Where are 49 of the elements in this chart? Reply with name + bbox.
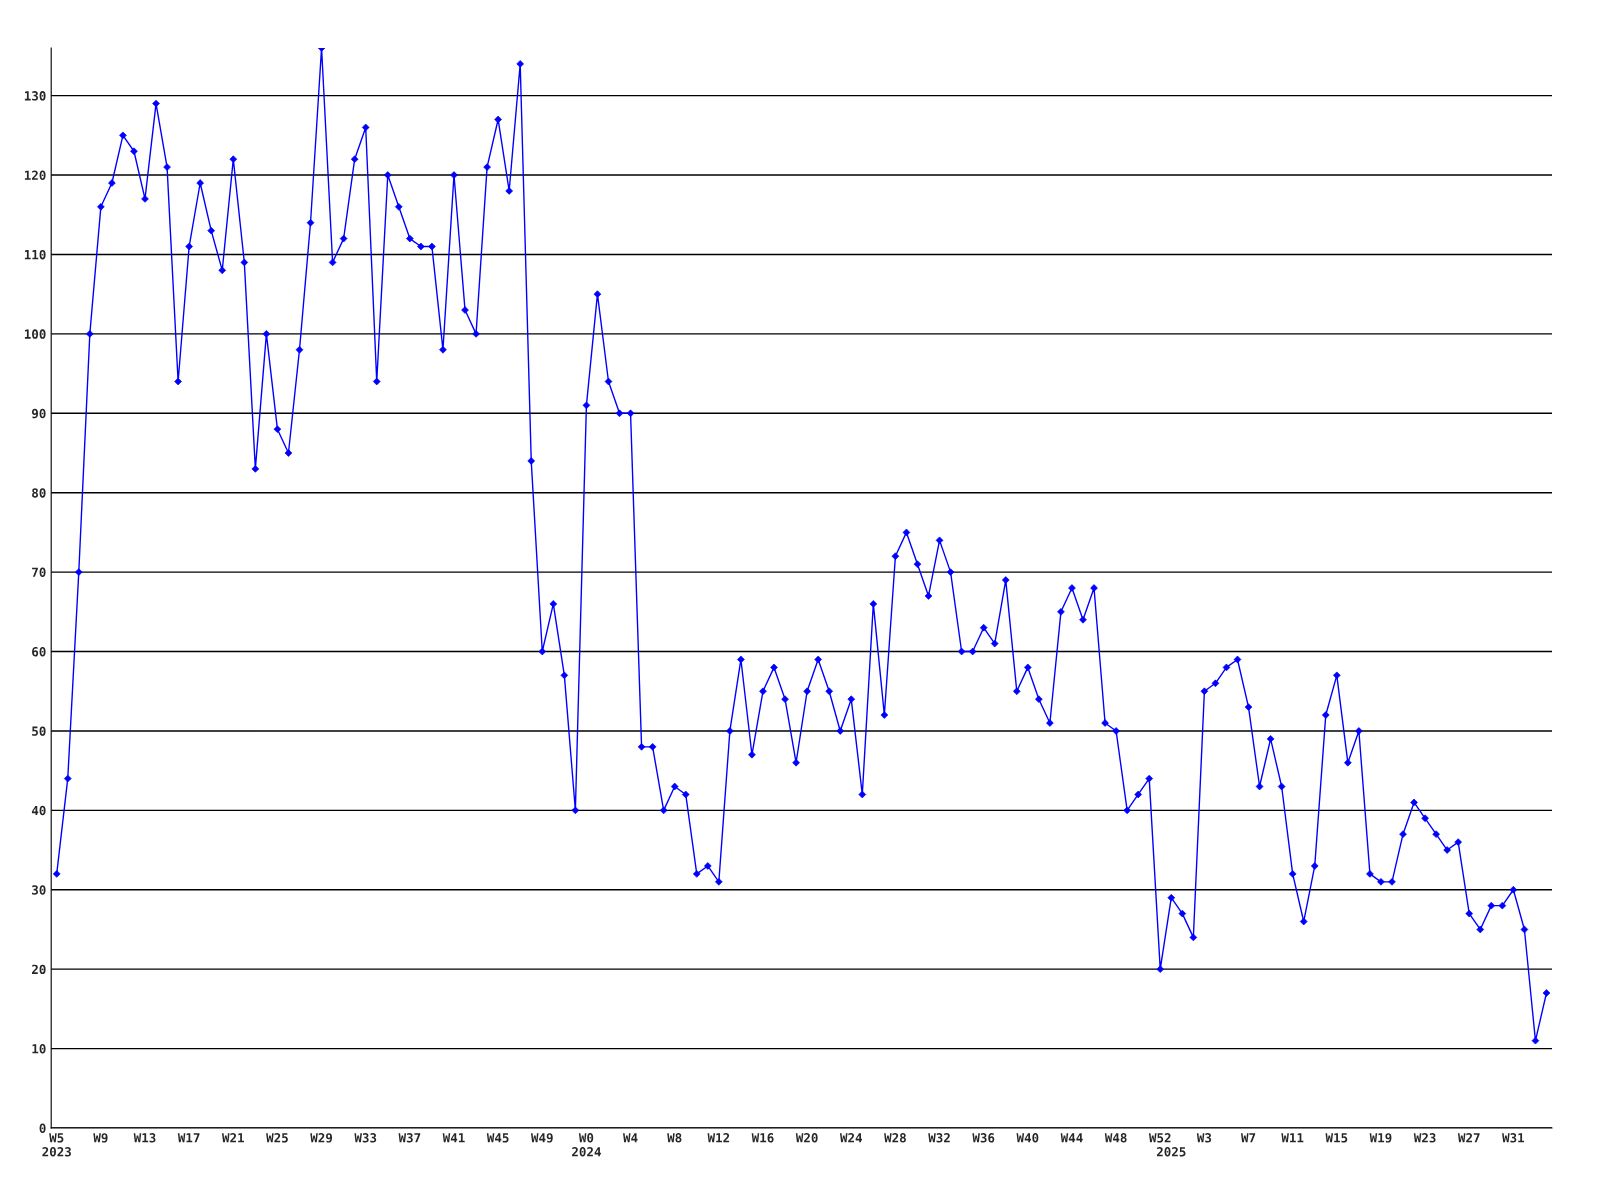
x-tick-label: W3 (1196, 1133, 1212, 1143)
x-tick-label: W33 (354, 1133, 377, 1143)
y-tick-label: 130 (24, 91, 46, 101)
y-tick-label: 90 (31, 408, 46, 419)
x-tick-label: W41 (442, 1133, 465, 1143)
x-tick-label: W49 (530, 1133, 553, 1143)
x-tick-label: W13 (133, 1133, 156, 1143)
x-tick-label: W29 (310, 1133, 333, 1143)
x-tick-label: W0 2024 (572, 1133, 601, 1157)
y-tick-label: 0 (39, 1123, 46, 1133)
x-tick-label: W27 (1457, 1133, 1480, 1143)
x-tick-label: W11 (1281, 1133, 1304, 1143)
y-tick-label: 50 (32, 726, 46, 736)
y-tick-label: 80 (32, 488, 46, 498)
x-tick-label: W44 (1060, 1133, 1083, 1143)
x-tick-label: W36 (972, 1133, 995, 1143)
x-tick-label: W40 (1016, 1133, 1039, 1143)
x-tick-label: W17 (177, 1133, 200, 1143)
x-tick-label: W15 (1325, 1133, 1348, 1143)
x-tick-label: W37 (398, 1133, 421, 1143)
y-tick-label: 120 (24, 170, 46, 180)
x-tick-label: 2025 (1156, 1147, 1186, 1157)
y-tick-label: 20 (31, 964, 46, 975)
x-tick-label: W28 (884, 1133, 906, 1143)
x-tick-label: W8 (667, 1133, 682, 1143)
x-tick-label: W16 (751, 1133, 774, 1143)
y-tick-label: 110 (24, 249, 46, 260)
y-tick-label: 70 (32, 567, 46, 578)
x-tick-label: W24 (839, 1133, 862, 1143)
x-tick-label: W4 (623, 1133, 638, 1143)
x-tick-label: W20 (795, 1133, 818, 1143)
x-tick-label: W31 (1502, 1133, 1525, 1143)
x-tick-label: W7 (1241, 1133, 1256, 1143)
y-tick-label: 40 (31, 805, 46, 816)
x-tick-label: W21 (221, 1133, 244, 1143)
x-tick-label: W23 (1413, 1133, 1436, 1143)
x-tick-label: W9 (93, 1133, 108, 1143)
x-tick-label: W32 (928, 1133, 950, 1143)
y-tick-label: 100 (24, 329, 46, 339)
x-tick-label: W45 (486, 1133, 509, 1143)
x-tick-label: W52 (1148, 1133, 1171, 1143)
y-tick-label: 30 (32, 885, 46, 895)
x-tick-label: W12 (707, 1133, 730, 1143)
x-tick-label: W25 (266, 1133, 288, 1143)
y-tick-label: 10 (32, 1044, 46, 1054)
x-tick-label: W48 (1104, 1133, 1127, 1143)
x-tick-label: W19 (1369, 1133, 1392, 1143)
y-tick-label: 60 (32, 647, 46, 657)
x-tick-label: W5 2023 (42, 1133, 71, 1157)
